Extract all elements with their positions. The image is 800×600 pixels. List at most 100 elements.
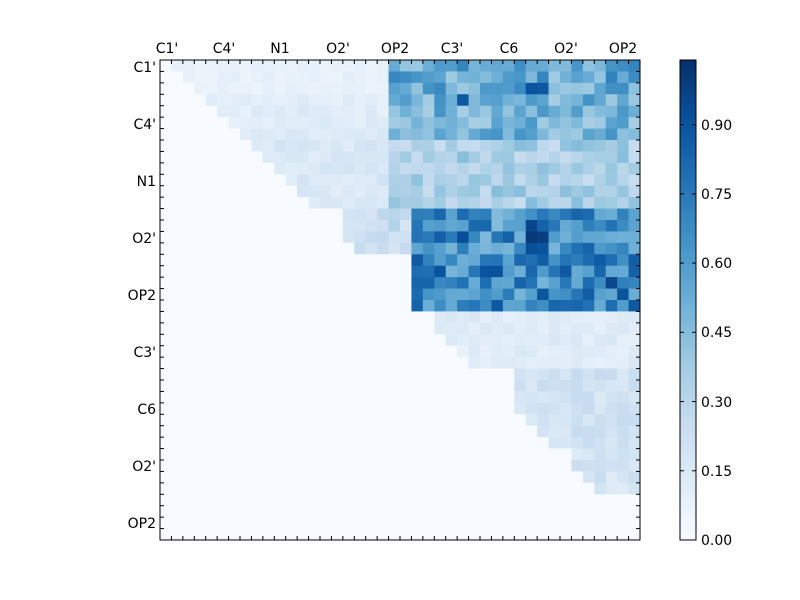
heatmap-cell xyxy=(480,254,492,267)
heatmap-cell xyxy=(251,391,264,404)
heatmap-cell xyxy=(422,254,435,267)
heatmap-cell xyxy=(240,471,252,484)
heatmap-cell xyxy=(525,391,538,404)
heatmap-cell xyxy=(377,368,389,381)
heatmap-cell xyxy=(354,277,367,289)
heatmap-cell xyxy=(308,300,321,312)
heatmap-cell xyxy=(468,448,481,461)
heatmap-cell xyxy=(571,140,584,152)
heatmap-cell xyxy=(182,391,195,404)
heatmap-cell xyxy=(628,151,641,164)
heatmap-cell xyxy=(617,471,629,484)
heatmap-cell xyxy=(354,82,367,95)
heatmap-cell xyxy=(491,208,504,221)
heatmap-cell xyxy=(582,414,595,427)
heatmap-cell xyxy=(377,174,389,187)
heatmap-cell xyxy=(274,242,287,255)
heatmap-cell xyxy=(537,368,549,381)
heatmap-cell xyxy=(217,334,229,347)
heatmap-cell xyxy=(422,265,435,278)
heatmap-cell xyxy=(320,425,332,438)
heatmap-cell xyxy=(502,437,515,449)
heatmap-cell xyxy=(251,437,264,449)
heatmap-cell xyxy=(377,60,389,72)
heatmap-cell xyxy=(171,345,184,358)
heatmap-cell xyxy=(560,334,572,347)
heatmap-cell xyxy=(457,288,469,301)
heatmap-cell xyxy=(320,265,332,278)
heatmap-cell xyxy=(182,425,195,438)
heatmap-cell xyxy=(331,322,344,335)
heatmap-cell xyxy=(342,322,355,335)
heatmap-cell xyxy=(480,94,492,107)
heatmap-cell xyxy=(262,82,275,95)
heatmap-cell xyxy=(160,105,172,118)
heatmap-cell xyxy=(594,185,607,198)
heatmap-cell xyxy=(537,425,549,438)
heatmap-cell xyxy=(228,368,241,381)
heatmap-cell xyxy=(548,357,561,369)
heatmap-cell xyxy=(400,94,412,107)
heatmap-cell xyxy=(628,402,641,415)
heatmap-cell xyxy=(251,94,264,107)
heatmap-cell xyxy=(605,368,618,381)
heatmap-cell xyxy=(491,402,504,415)
heatmap-cell xyxy=(457,380,469,392)
heatmap-cell xyxy=(274,288,287,301)
heatmap-cell xyxy=(308,288,321,301)
heatmap-cell xyxy=(605,105,618,118)
heatmap-cell xyxy=(422,105,435,118)
heatmap-cell xyxy=(502,482,515,495)
heatmap-cell xyxy=(560,528,572,541)
heatmap-cell xyxy=(525,60,538,72)
heatmap-cell xyxy=(617,402,629,415)
heatmap-cell xyxy=(262,482,275,495)
heatmap-cell xyxy=(525,345,538,358)
heatmap-cell xyxy=(251,82,264,95)
heatmap-cell xyxy=(445,494,458,507)
heatmap-cell xyxy=(594,425,607,438)
heatmap-cell xyxy=(262,60,275,72)
heatmap-cell xyxy=(308,334,321,347)
heatmap-cell xyxy=(217,460,229,472)
heatmap-cell xyxy=(560,208,572,221)
heatmap-cell xyxy=(262,185,275,198)
heatmap-cell xyxy=(182,128,195,141)
heatmap-cell xyxy=(502,242,515,255)
heatmap-cell xyxy=(400,128,412,141)
heatmap-cell xyxy=(160,460,172,472)
heatmap-cell xyxy=(240,368,252,381)
heatmap-cell xyxy=(228,322,241,335)
heatmap-cell xyxy=(628,162,641,175)
heatmap-cell xyxy=(194,82,207,95)
heatmap-cell xyxy=(171,220,184,232)
heatmap-cell xyxy=(617,60,629,72)
heatmap-cell xyxy=(240,517,252,529)
heatmap-cell xyxy=(205,391,218,404)
heatmap-cell xyxy=(548,448,561,461)
heatmap-cell xyxy=(628,380,641,392)
heatmap-cell xyxy=(160,208,172,221)
heatmap-cell xyxy=(617,128,629,141)
heatmap-cell xyxy=(251,277,264,289)
heatmap-cell xyxy=(285,482,298,495)
heatmap-cell xyxy=(434,482,447,495)
heatmap-cell xyxy=(411,60,424,72)
heatmap-cell xyxy=(205,414,218,427)
heatmap-cell xyxy=(491,357,504,369)
heatmap-cell xyxy=(560,254,572,267)
heatmap-cell xyxy=(582,60,595,72)
heatmap-cell xyxy=(262,94,275,107)
heatmap-cell xyxy=(285,402,298,415)
heatmap-cell xyxy=(457,368,469,381)
heatmap-cell xyxy=(491,162,504,175)
heatmap-cell xyxy=(171,482,184,495)
heatmap-cell xyxy=(628,288,641,301)
heatmap-cell xyxy=(342,494,355,507)
heatmap-cell xyxy=(354,174,367,187)
heatmap-cell xyxy=(262,391,275,404)
heatmap-cell xyxy=(502,357,515,369)
heatmap-cell xyxy=(480,151,492,164)
heatmap-cell xyxy=(457,437,469,449)
heatmap-cell xyxy=(251,448,264,461)
